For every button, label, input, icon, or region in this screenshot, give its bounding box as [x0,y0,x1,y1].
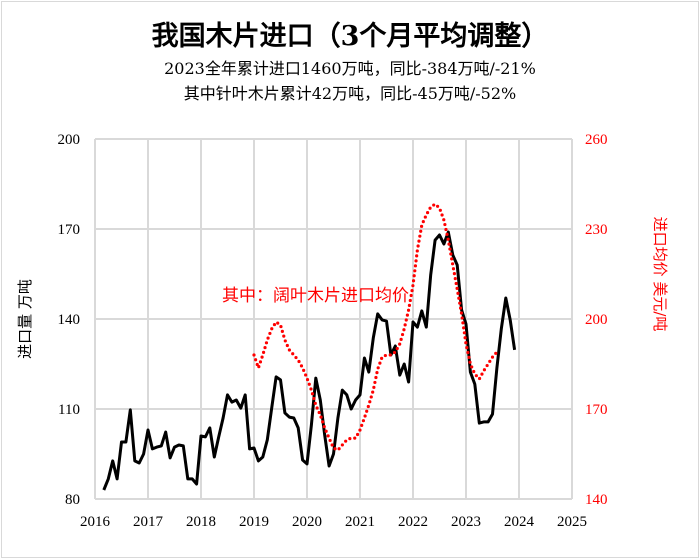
x-tick-label: 2016 [80,514,111,530]
x-tick-label: 2024 [504,514,535,530]
import-price-line [252,202,499,453]
x-tick-label: 2019 [239,514,269,530]
y2-tick-label: 230 [585,222,608,238]
y2-tick-label: 170 [585,402,608,418]
y-tick-label: 170 [58,222,81,238]
x-tick-label: 2018 [186,514,216,530]
annotation-label: 其中：阔叶木片进口均价 [222,286,409,306]
y2-axis-label: 进口均价 美元/吨 [651,217,669,332]
x-tick-label: 2017 [133,514,164,530]
chart-subtitle-2: 其中针叶木片累计42万吨，同比-45万吨/-52% [183,84,517,103]
y2-tick-label: 200 [585,312,608,328]
y-tick-label: 200 [58,132,81,148]
x-tick-label: 2022 [398,514,428,530]
chart-subtitle-1: 2023全年累计进口1460万吨，同比-384万吨/-21% [164,59,536,78]
y2-tick-label: 140 [585,492,608,508]
x-tick-label: 2025 [557,514,587,530]
import-volume-line [102,230,517,491]
x-tick-label: 2020 [292,514,322,530]
chart-title: 我国木片进口（3个月平均调整） [151,21,549,52]
y-axis-label: 进口量 万吨 [16,279,34,359]
y2-tick-label: 260 [585,132,608,148]
x-tick-label: 2021 [345,514,375,530]
y-tick-label: 80 [65,492,80,508]
y-tick-label: 140 [58,312,81,328]
y-tick-label: 110 [58,402,80,418]
x-tick-label: 2023 [451,514,481,530]
